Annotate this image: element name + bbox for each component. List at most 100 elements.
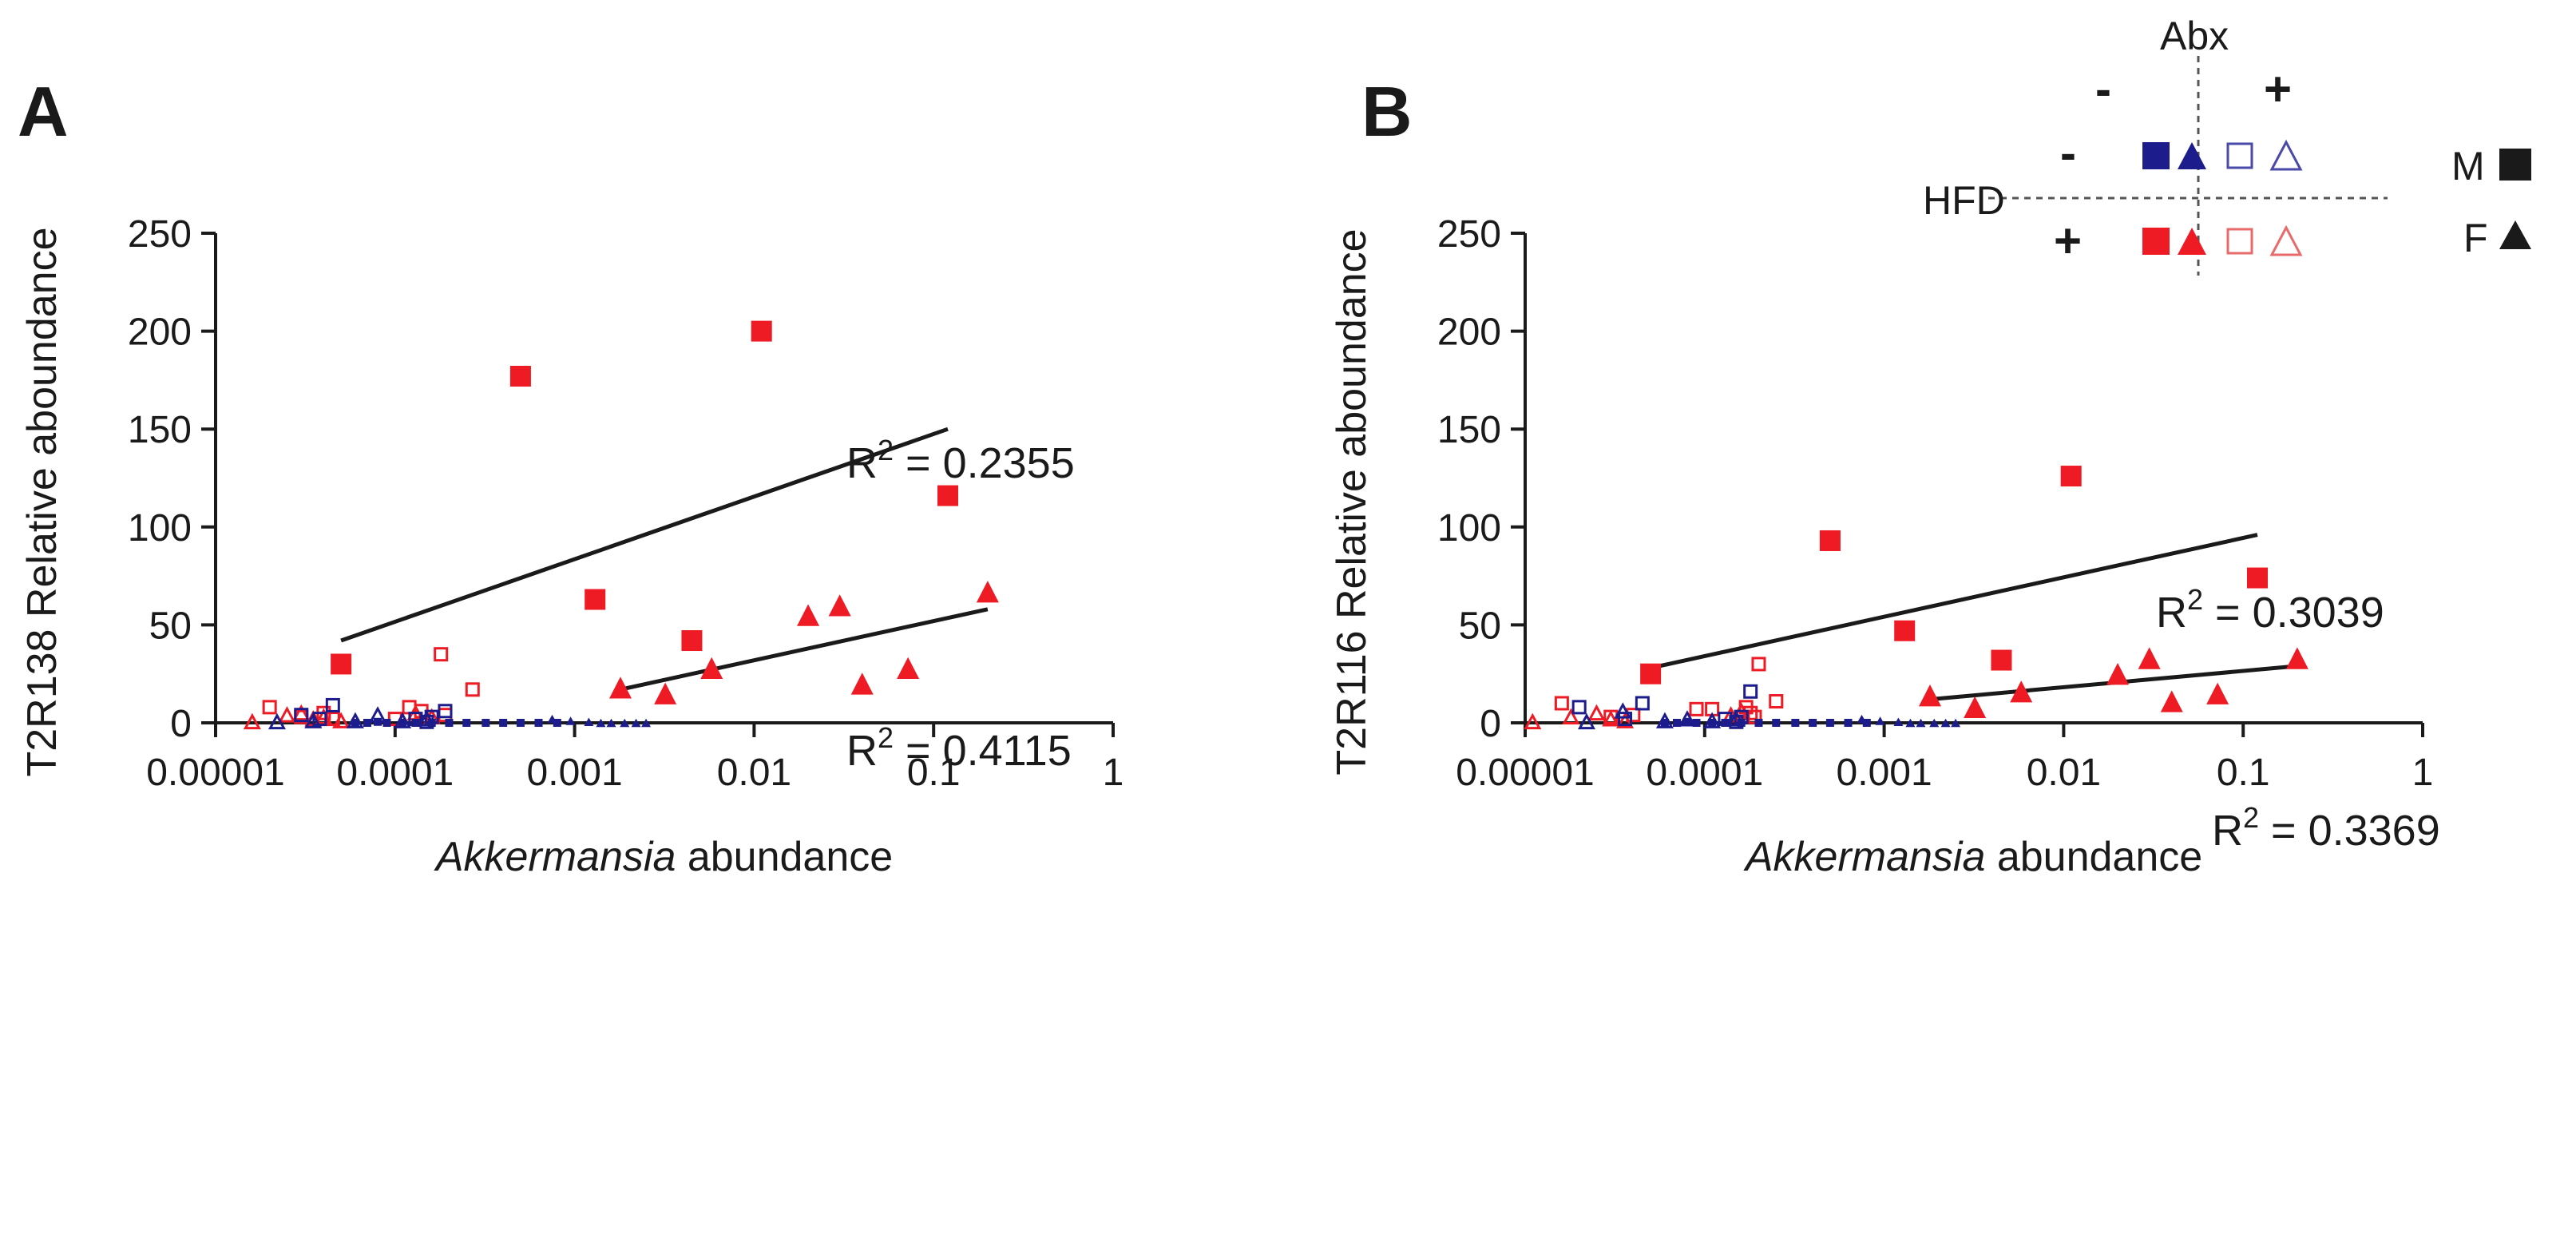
y-axis-title: T2R138 Relative aboundance	[19, 227, 65, 776]
r-squared-label: R2 = 0.2355	[846, 434, 1075, 487]
data-point	[411, 719, 420, 727]
data-point	[1964, 696, 1987, 719]
data-point	[2010, 681, 2033, 703]
x-tick-label: 1	[2412, 752, 2434, 794]
data-point	[434, 647, 449, 662]
r-squared-value: = 0.3369	[2259, 807, 2440, 855]
data-point	[2060, 466, 2082, 487]
data-point	[2138, 647, 2161, 669]
data-point	[1602, 710, 1620, 727]
data-point	[346, 712, 364, 728]
panel-a-scatter: 0.00001 0.0001 0.001 0.01 0.1 1 0 50 100 150 200 25…	[19, 213, 1124, 880]
legend-abx-minus: -	[2095, 62, 2111, 116]
r-squared-superscript: 2	[2243, 801, 2259, 834]
y-tick-label: 100	[1437, 507, 1501, 550]
y-tick-label: 0	[1480, 703, 1501, 745]
x-tick-label: 0.0001	[1646, 752, 1763, 794]
data-point	[1857, 714, 1867, 724]
data-point	[509, 365, 531, 387]
data-point	[608, 677, 632, 699]
data-point	[1743, 684, 1758, 699]
legend-red-filled-triangle	[2178, 228, 2206, 255]
x-axis-title-italic: Akkermansia	[1743, 834, 1986, 880]
data-point	[620, 718, 630, 728]
data-point	[1692, 719, 1701, 727]
panel-letter-a: A	[18, 72, 69, 151]
data-point	[1616, 712, 1635, 728]
data-point	[937, 485, 958, 506]
data-point	[363, 719, 371, 727]
data-point	[1571, 700, 1587, 715]
data-point	[332, 712, 351, 728]
legend-f-triangle	[2499, 220, 2531, 249]
data-point	[482, 719, 490, 727]
legend-blue-filled-triangle	[2178, 142, 2206, 169]
data-point	[262, 700, 277, 715]
data-point	[1660, 719, 1669, 727]
data-point	[278, 706, 296, 723]
data-point	[382, 719, 391, 727]
y-tick-label: 0	[170, 703, 192, 745]
data-point	[1721, 719, 1730, 727]
data-point	[1635, 696, 1650, 711]
r-squared-superscript: 2	[878, 721, 894, 754]
r-squared-value: = 0.2355	[894, 439, 1075, 487]
legend-blue-open-triangle	[2269, 139, 2303, 171]
x-axis-title: Akkermansia abundance	[1743, 834, 2202, 880]
x-axis-title-italic: Akkermansia	[434, 834, 676, 880]
data-point	[1554, 696, 1569, 711]
r-squared-prefix: R	[2212, 807, 2243, 855]
data-point	[499, 719, 508, 727]
data-point	[1825, 719, 1834, 727]
data-point	[681, 630, 703, 652]
data-point	[828, 594, 851, 617]
x-tick-label: 0.00001	[146, 752, 285, 794]
y-tick-label: 100	[128, 507, 192, 550]
data-point	[547, 714, 557, 724]
data-point	[1894, 620, 1916, 641]
data-point	[1751, 657, 1766, 672]
data-point	[1951, 718, 1961, 728]
legend-red-filled-square	[2142, 228, 2170, 255]
data-point	[585, 589, 606, 610]
data-point	[1577, 712, 1595, 730]
y-tick-label: 150	[128, 409, 192, 451]
data-point	[462, 719, 471, 727]
data-point	[1844, 719, 1853, 727]
r-squared-superscript: 2	[2187, 583, 2203, 616]
legend-red-open-square	[2226, 228, 2253, 255]
data-point	[445, 719, 454, 727]
data-point	[2247, 567, 2268, 589]
data-point	[292, 704, 311, 721]
data-point	[897, 657, 920, 679]
panel-b-scatter: 0.00001 0.0001 0.001 0.01 0.1 1 0 50 100 150 200 25…	[1329, 213, 2440, 880]
data-point	[2106, 663, 2130, 685]
x-axis-title-rest: abundance	[1985, 834, 2202, 880]
data-point	[1991, 649, 2012, 671]
data-point	[1727, 710, 1746, 727]
regression-line	[620, 607, 989, 692]
data-point	[1769, 694, 1784, 709]
data-point	[534, 719, 543, 727]
x-axis-title: Akkermansia abundance	[434, 834, 893, 880]
regression-line	[340, 427, 949, 643]
r-squared-value: = 0.3039	[2203, 589, 2384, 637]
panel-letter-b: B	[1361, 72, 1413, 151]
x-tick-label: 0.001	[527, 752, 623, 794]
x-tick-label: 0.1	[907, 752, 961, 794]
data-point	[438, 704, 453, 719]
r-squared-prefix: R	[846, 439, 878, 487]
data-point	[1772, 719, 1781, 727]
r-squared-value: = 0.4115	[894, 727, 1072, 775]
data-point	[418, 710, 436, 727]
y-tick-label: 150	[1437, 409, 1501, 451]
data-point	[351, 719, 359, 727]
legend-blue-open-square	[2226, 142, 2253, 169]
data-point	[1562, 708, 1580, 725]
data-point	[565, 716, 576, 725]
x-axis-title-rest: abundance	[676, 834, 893, 880]
data-point	[700, 657, 723, 679]
r-squared-label: R2 = 0.3039	[2156, 583, 2384, 637]
data-point	[294, 708, 309, 723]
legend-blue-filled-square	[2142, 142, 2170, 169]
